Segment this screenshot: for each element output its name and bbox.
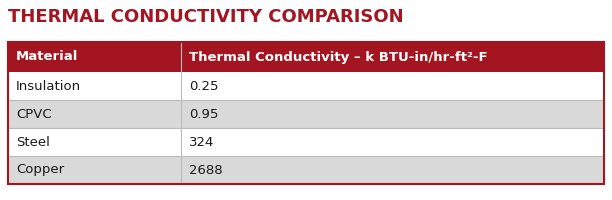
Text: 0.95: 0.95 <box>189 108 218 120</box>
Bar <box>8 156 604 184</box>
Text: Insulation: Insulation <box>16 79 81 92</box>
Text: THERMAL CONDUCTIVITY COMPARISON: THERMAL CONDUCTIVITY COMPARISON <box>8 8 404 26</box>
Text: Thermal Conductivity – k BTU-in/hr-ft²-F: Thermal Conductivity – k BTU-in/hr-ft²-F <box>189 50 488 64</box>
Bar <box>8 72 604 100</box>
Text: 324: 324 <box>189 136 214 148</box>
Text: Steel: Steel <box>16 136 50 148</box>
Bar <box>8 42 604 184</box>
Bar <box>8 100 604 128</box>
Bar <box>8 42 604 72</box>
Text: CPVC: CPVC <box>16 108 51 120</box>
Text: 0.25: 0.25 <box>189 79 218 92</box>
Bar <box>8 128 604 156</box>
Text: Material: Material <box>16 50 78 64</box>
Text: Copper: Copper <box>16 164 64 176</box>
Text: 2688: 2688 <box>189 164 223 176</box>
